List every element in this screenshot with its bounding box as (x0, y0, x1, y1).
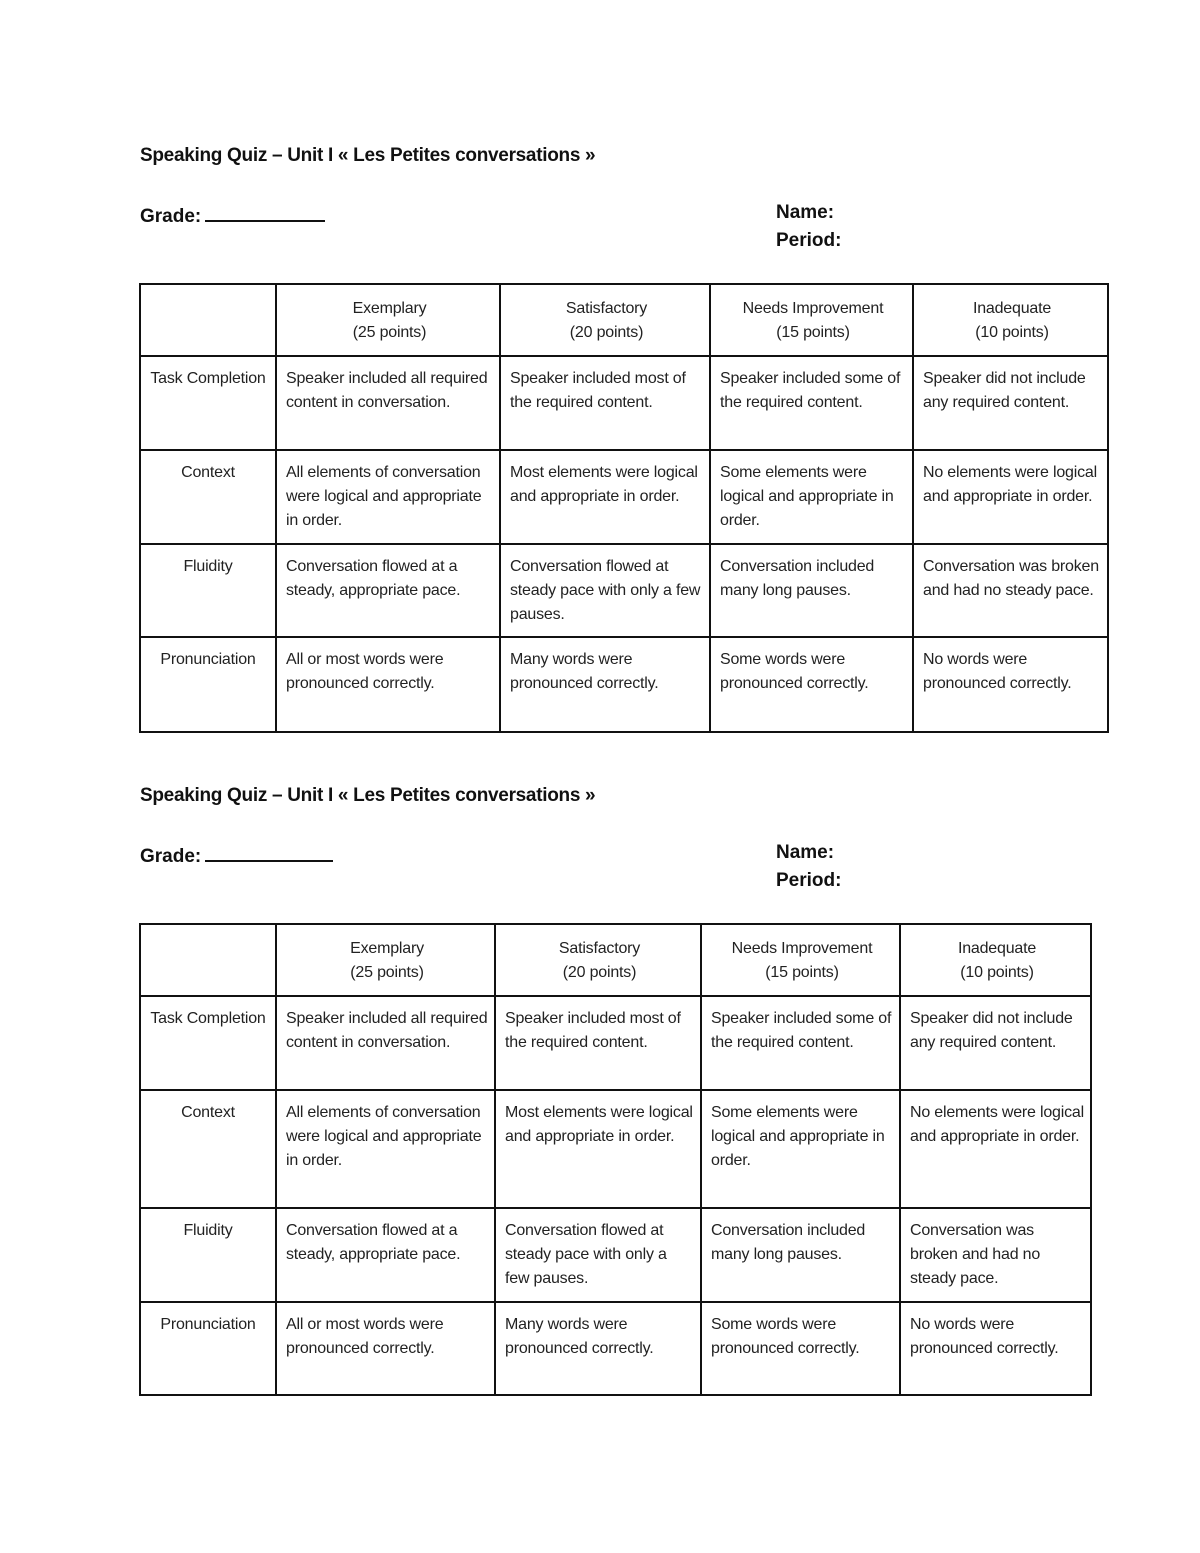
descriptor-cell: Many words were pronounced correctly. (499, 636, 711, 733)
grade-field: Grade: (140, 842, 334, 868)
descriptor-cell: Conversation flowed at steady pace with … (494, 1207, 702, 1303)
descriptor-cell: Speaker did not include any required con… (912, 355, 1109, 451)
descriptor-cell: Speaker included most of the required co… (499, 355, 711, 451)
level-points: (25 points) (350, 964, 424, 981)
descriptor-cell: Some words were pronounced correctly. (700, 1301, 901, 1396)
table-row: Context All elements of conversation were… (139, 449, 1109, 545)
quiz-title: Speaking Quiz – Unit I « Les Petites con… (140, 145, 596, 166)
descriptor-cell: Conversation flowed at steady pace with … (499, 543, 711, 638)
level-name: Exemplary (350, 940, 424, 957)
level-points: (15 points) (765, 964, 839, 981)
descriptor-cell: Most elements were logical and appropria… (499, 449, 711, 545)
grade-label: Grade: (140, 206, 202, 227)
quiz-title: Speaking Quiz – Unit I « Les Petites con… (140, 785, 596, 806)
descriptor-cell: Speaker included some of the required co… (700, 995, 901, 1091)
descriptor-cell: All or most words were pronounced correc… (275, 636, 501, 733)
student-info: Name: Period: (776, 839, 841, 895)
level-points: (15 points) (776, 324, 850, 341)
level-name: Satisfactory (565, 300, 648, 317)
level-name: Needs Improvement (731, 940, 873, 957)
level-points: (10 points) (975, 324, 1049, 341)
grade-blank-line[interactable] (205, 842, 334, 862)
table-row: Task Completion Speaker included all requ… (139, 995, 1092, 1091)
criterion-cell: Context (139, 449, 277, 545)
grade-label: Grade: (140, 846, 202, 867)
column-header: Exemplary (25 points) (275, 923, 496, 997)
grade-blank-line[interactable] (205, 202, 326, 222)
column-header (139, 923, 277, 997)
criterion-cell: Context (139, 1089, 277, 1209)
table-row: Pronunciation All or most words were pron… (139, 636, 1109, 733)
level-points: (20 points) (569, 324, 644, 341)
descriptor-cell: Some words were pronounced correctly. (709, 636, 914, 733)
quiz-section-1: Speaking Quiz – Unit I « Les Petites con… (139, 145, 1110, 733)
level-points: (20 points) (562, 964, 637, 981)
descriptor-cell: Speaker included most of the required co… (494, 995, 702, 1091)
column-header: Inadequate (10 points) (899, 923, 1092, 997)
quiz-header: Speaking Quiz – Unit I « Les Petites con… (140, 145, 1110, 283)
quiz-header: Speaking Quiz – Unit I « Les Petites con… (140, 785, 1110, 923)
descriptor-cell: Some elements were logical and appropria… (700, 1089, 901, 1209)
criterion-cell: Task Completion (139, 995, 277, 1091)
level-name: Inadequate (972, 300, 1052, 317)
column-header: Needs Improvement (15 points) (709, 283, 914, 357)
quiz-section-2: Speaking Quiz – Unit I « Les Petites con… (139, 785, 1110, 1396)
level-name: Satisfactory (558, 940, 641, 957)
level-name: Exemplary (352, 300, 427, 317)
level-name: Needs Improvement (742, 300, 884, 317)
descriptor-cell: Conversation was broken and had no stead… (912, 543, 1109, 638)
descriptor-cell: Conversation included many long pauses. (709, 543, 914, 638)
student-info: Name: Period: (776, 199, 841, 255)
column-header (139, 283, 277, 357)
table-row: Fluidity Conversation flowed at a steady,… (139, 543, 1109, 638)
descriptor-cell: Speaker included all required content in… (275, 995, 496, 1091)
rubric-table: Exemplary (25 points) Satisfactory (20 poin… (139, 923, 1092, 1396)
criterion-cell: Pronunciation (139, 1301, 277, 1396)
descriptor-cell: No words were pronounced correctly. (912, 636, 1109, 733)
descriptor-cell: Conversation flowed at a steady, appropr… (275, 543, 501, 638)
descriptor-cell: All or most words were pronounced correc… (275, 1301, 496, 1396)
descriptor-cell: Conversation was broken and had no stead… (899, 1207, 1092, 1303)
table-row: Pronunciation All or most words were pron… (139, 1301, 1092, 1396)
criterion-cell: Fluidity (139, 1207, 277, 1303)
period-label: Period: (776, 870, 842, 891)
descriptor-cell: All elements of conversation were logica… (275, 1089, 496, 1209)
rubric-table: Exemplary (25 points) Satisfactory (20 poin… (139, 283, 1109, 733)
column-header: Exemplary (25 points) (275, 283, 501, 357)
descriptor-cell: Most elements were logical and appropria… (494, 1089, 702, 1209)
level-points: (10 points) (960, 964, 1034, 981)
descriptor-cell: All elements of conversation were logica… (275, 449, 501, 545)
descriptor-cell: Conversation flowed at a steady, appropr… (275, 1207, 496, 1303)
criterion-cell: Pronunciation (139, 636, 277, 733)
name-label: Name: (776, 202, 835, 223)
descriptor-cell: No elements were logical and appropriate… (899, 1089, 1092, 1209)
header-row: Exemplary (25 points) Satisfactory (20 poin… (139, 283, 1109, 357)
descriptor-cell: Speaker did not include any required con… (899, 995, 1092, 1091)
descriptor-cell: Speaker included some of the required co… (709, 355, 914, 451)
column-header: Satisfactory (20 points) (494, 923, 702, 997)
column-header: Inadequate (10 points) (912, 283, 1109, 357)
column-header: Satisfactory (20 points) (499, 283, 711, 357)
criterion-cell: Fluidity (139, 543, 277, 638)
descriptor-cell: No words were pronounced correctly. (899, 1301, 1092, 1396)
grade-field: Grade: (140, 202, 326, 228)
level-points: (25 points) (352, 324, 427, 341)
descriptor-cell: Conversation included many long pauses. (700, 1207, 901, 1303)
table-row: Task Completion Speaker included all requ… (139, 355, 1109, 451)
table-row: Context All elements of conversation were… (139, 1089, 1092, 1209)
document-page: Speaking Quiz – Unit I « Les Petites con… (139, 145, 1110, 1396)
descriptor-cell: No elements were logical and appropriate… (912, 449, 1109, 545)
table-row: Fluidity Conversation flowed at a steady,… (139, 1207, 1092, 1303)
descriptor-cell: Some elements were logical and appropria… (709, 449, 914, 545)
column-header: Needs Improvement (15 points) (700, 923, 901, 997)
header-row: Exemplary (25 points) Satisfactory (20 poin… (139, 923, 1092, 997)
descriptor-cell: Speaker included all required content in… (275, 355, 501, 451)
descriptor-cell: Many words were pronounced correctly. (494, 1301, 702, 1396)
criterion-cell: Task Completion (139, 355, 277, 451)
period-label: Period: (776, 230, 842, 251)
level-name: Inadequate (957, 940, 1037, 957)
name-label: Name: (776, 842, 835, 863)
